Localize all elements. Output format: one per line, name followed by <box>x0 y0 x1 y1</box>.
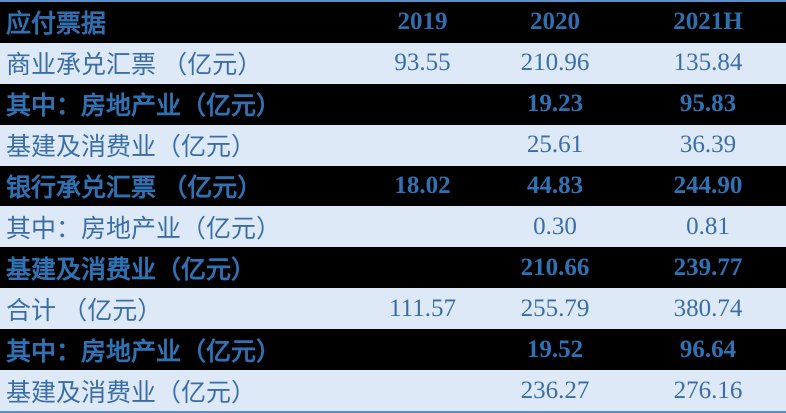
row-value <box>365 370 480 412</box>
table-row: 其中：房地产业（亿元） 19.52 96.64 <box>0 329 786 371</box>
row-value: 19.52 <box>480 329 630 371</box>
row-label: 其中：房地产业（亿元） <box>0 83 365 125</box>
row-label: 基建及消费业（亿元） <box>0 124 365 166</box>
row-value: 0.81 <box>630 206 786 248</box>
row-value: 111.57 <box>365 288 480 330</box>
header-year-2021h: 2021H <box>630 1 786 43</box>
row-value: 239.77 <box>630 247 786 289</box>
row-label: 基建及消费业（亿元） <box>0 370 365 412</box>
row-value <box>365 329 480 371</box>
header-year-2019: 2019 <box>365 1 480 43</box>
row-label: 银行承兑汇票 （亿元） <box>0 165 365 207</box>
row-value: 276.16 <box>630 370 786 412</box>
row-value: 0.30 <box>480 206 630 248</box>
row-label: 合计 （亿元） <box>0 288 365 330</box>
row-value: 93.55 <box>365 42 480 84</box>
row-value: 18.02 <box>365 165 480 207</box>
row-label: 其中：房地产业（亿元） <box>0 206 365 248</box>
table-row: 基建及消费业（亿元） 236.27 276.16 <box>0 370 786 412</box>
row-value: 25.61 <box>480 124 630 166</box>
row-value <box>365 206 480 248</box>
table-row: 其中：房地产业（亿元） 19.23 95.83 <box>0 83 786 125</box>
table-row: 基建及消费业（亿元） 210.66 239.77 <box>0 247 786 289</box>
row-value: 380.74 <box>630 288 786 330</box>
row-label: 其中：房地产业（亿元） <box>0 329 365 371</box>
header-row: 应付票据 2019 2020 2021H <box>0 1 786 43</box>
row-value: 19.23 <box>480 83 630 125</box>
row-value: 210.96 <box>480 42 630 84</box>
row-value: 210.66 <box>480 247 630 289</box>
row-value <box>365 124 480 166</box>
table-row: 银行承兑汇票 （亿元） 18.02 44.83 244.90 <box>0 165 786 207</box>
row-value: 255.79 <box>480 288 630 330</box>
row-value: 96.64 <box>630 329 786 371</box>
row-value: 135.84 <box>630 42 786 84</box>
row-value <box>365 247 480 289</box>
row-label: 基建及消费业（亿元） <box>0 247 365 289</box>
row-value: 44.83 <box>480 165 630 207</box>
row-label: 商业承兑汇票 （亿元） <box>0 42 365 84</box>
table-row: 合计 （亿元） 111.57 255.79 380.74 <box>0 288 786 330</box>
row-value: 244.90 <box>630 165 786 207</box>
header-year-2020: 2020 <box>480 1 630 43</box>
table-row: 商业承兑汇票 （亿元） 93.55 210.96 135.84 <box>0 42 786 84</box>
table-row: 基建及消费业（亿元） 25.61 36.39 <box>0 124 786 166</box>
row-value <box>365 83 480 125</box>
row-value: 236.27 <box>480 370 630 412</box>
header-title: 应付票据 <box>0 1 365 43</box>
table-row: 其中：房地产业（亿元） 0.30 0.81 <box>0 206 786 248</box>
row-value: 36.39 <box>630 124 786 166</box>
row-value: 95.83 <box>630 83 786 125</box>
